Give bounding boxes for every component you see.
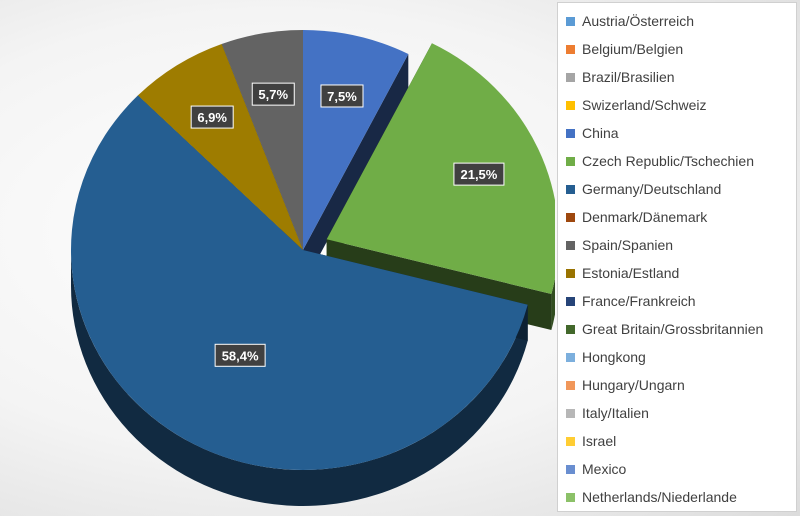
legend-swatch (566, 44, 575, 54)
legend-swatch (566, 492, 575, 502)
pie-slice (137, 43, 303, 250)
legend-label: Mexico (582, 461, 627, 477)
legend-label: France/Frankreich (582, 293, 696, 309)
pie-slice-side (71, 250, 528, 507)
legend-swatch (566, 436, 575, 446)
pie-slice (70, 95, 528, 471)
legend-item: Germany/Deutschland (558, 175, 796, 203)
pie-slice (326, 43, 555, 295)
legend-swatch (566, 184, 575, 194)
legend-swatch (566, 408, 575, 418)
legend-label: Germany/Deutschland (582, 181, 722, 197)
legend-label: Brazil/Brasilien (582, 69, 675, 85)
legend-label: Great Britain/Grossbritannien (582, 321, 764, 337)
legend-swatch (566, 240, 575, 250)
legend-label: Italy/Italien (582, 405, 649, 421)
legend-item: Italy/Italien (558, 399, 796, 427)
legend-label: Israel (582, 433, 617, 449)
legend-label: Hungary/Ungarn (582, 377, 685, 393)
legend-label: Swizerland/Schweiz (582, 97, 707, 113)
data-label: 5,7% (251, 82, 295, 106)
legend-item: Israel (558, 427, 796, 455)
legend-swatch (566, 100, 575, 110)
legend-label: Hongkong (582, 349, 646, 365)
data-label-text: 7,5% (327, 89, 357, 104)
chart-legend: Austria/Österreich Belgium/Belgien Brazil/… (557, 2, 797, 512)
legend-item: Estonia/Estland (558, 259, 796, 287)
legend-label: Belgium/Belgien (582, 41, 684, 57)
data-label: 7,5% (320, 84, 364, 108)
legend-label: Netherlands/Niederlande (582, 489, 737, 505)
data-label-box (453, 162, 505, 186)
legend-label: Spain/Spanien (582, 237, 674, 253)
legend-item: Denmark/Dänemark (558, 203, 796, 231)
legend-label: Estonia/Estland (582, 265, 680, 281)
legend-label: Czech Republic/Tschechien (582, 153, 754, 169)
legend-swatch (566, 128, 575, 138)
data-label-box (320, 84, 364, 108)
data-label: 58,4% (214, 343, 266, 367)
data-label: 21,5% (453, 162, 505, 186)
legend-item: Mexico (558, 455, 796, 483)
data-label-box (251, 82, 295, 106)
legend-swatch (566, 212, 575, 222)
legend-swatch (566, 464, 575, 474)
legend-item: Brazil/Brasilien (558, 63, 796, 91)
legend-label: China (582, 125, 619, 141)
pie-chart-area: 7,5% 21,5% 58,4% 6,9% 5,7% (70, 30, 555, 507)
pie-chart: 7,5% 21,5% 58,4% 6,9% 5,7% (70, 30, 555, 507)
legend-item: Belgium/Belgien (558, 35, 796, 63)
legend-label: Denmark/Dänemark (582, 209, 708, 225)
data-label-box (190, 105, 234, 129)
legend-item: Hungary/Ungarn (558, 371, 796, 399)
legend-swatch (566, 380, 575, 390)
legend-swatch (566, 72, 575, 82)
pie-slice-side (551, 278, 555, 331)
legend-swatch (566, 16, 575, 26)
legend-item: Netherlands/Niederlande (558, 483, 796, 511)
legend-item: Great Britain/Grossbritannien (558, 315, 796, 343)
legend-item: Austria/Österreich (558, 7, 796, 35)
legend-item: Swizerland/Schweiz (558, 91, 796, 119)
legend-swatch (566, 268, 575, 278)
data-label: 6,9% (190, 105, 234, 129)
data-label-box (214, 343, 266, 367)
legend-swatch (566, 352, 575, 362)
legend-item: Spain/Spanien (558, 231, 796, 259)
data-label-text: 6,9% (197, 110, 227, 125)
pie-slice-cut (303, 53, 409, 287)
legend-item: Czech Republic/Tschechien (558, 147, 796, 175)
legend-item: Hongkong (558, 343, 796, 371)
legend-swatch (566, 296, 575, 306)
legend-swatch (566, 324, 575, 334)
legend-swatch (566, 156, 575, 166)
data-label-text: 58,4% (222, 348, 259, 363)
legend-item: France/Frankreich (558, 287, 796, 315)
legend-item: China (558, 119, 796, 147)
data-label-text: 21,5% (460, 167, 497, 182)
data-label-text: 5,7% (258, 87, 288, 102)
legend-label: Austria/Österreich (582, 13, 695, 29)
